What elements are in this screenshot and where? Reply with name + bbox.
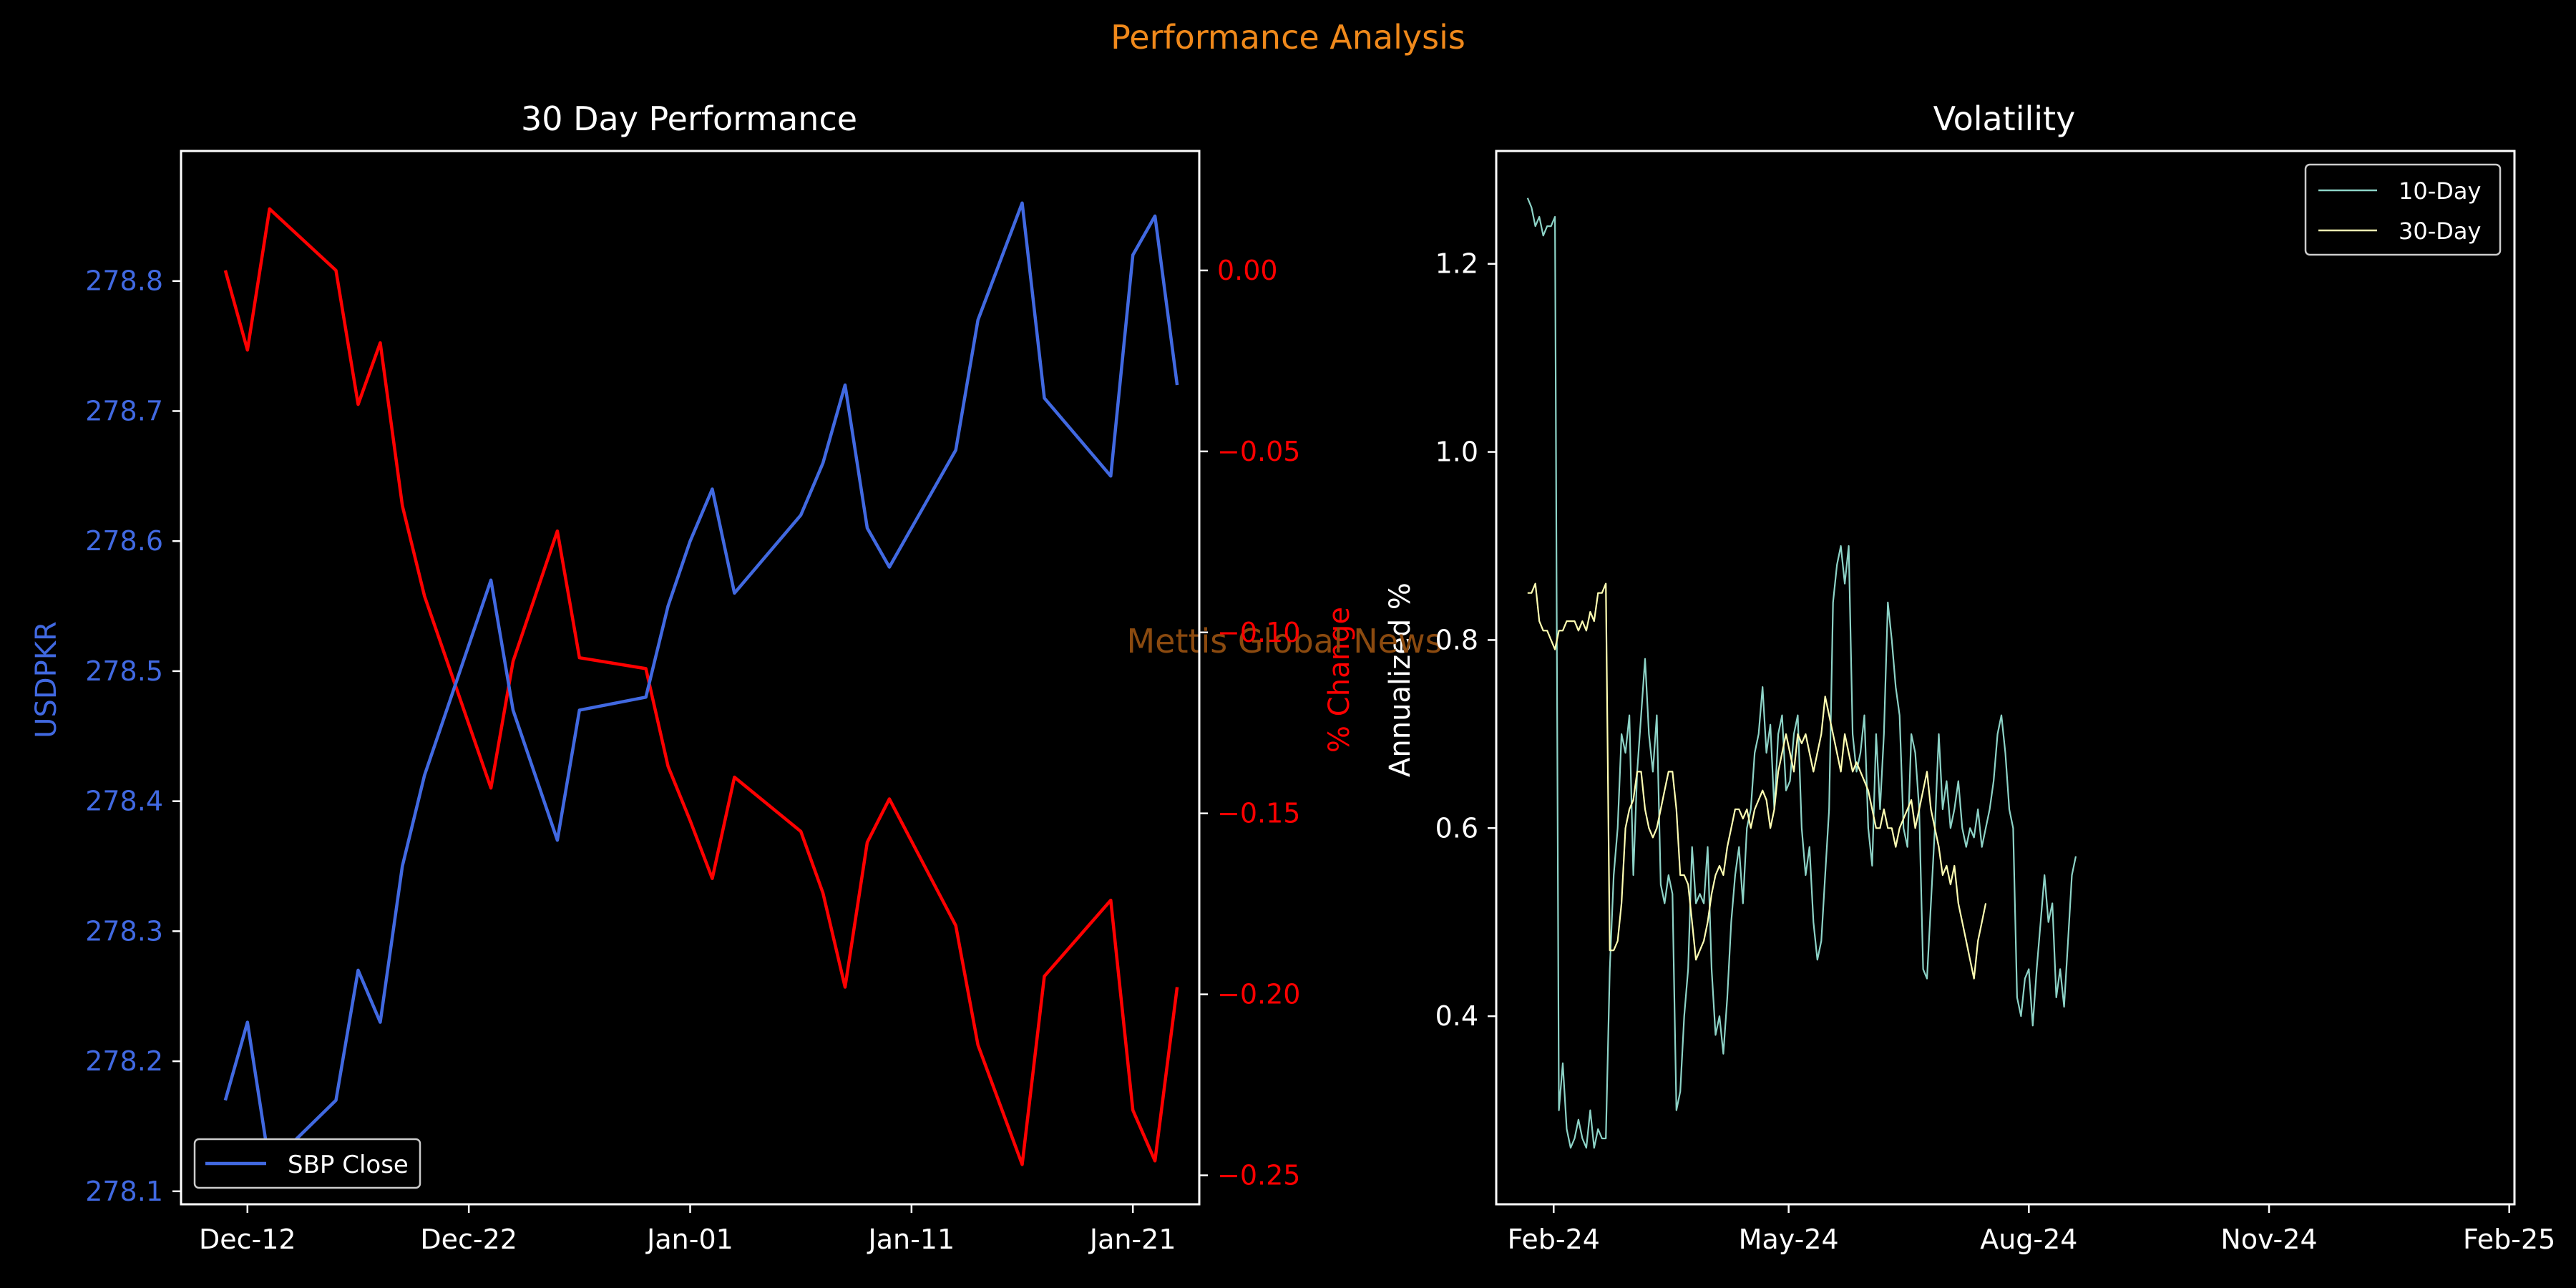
right-y-tick-label: −0.25 <box>1217 1160 1300 1191</box>
left-y-tick-label: 278.8 <box>85 265 163 297</box>
pct-change-line <box>223 207 1179 1166</box>
right-panel-title: Volatility <box>1933 99 2076 138</box>
legend-label-10-day: 10-Day <box>2399 177 2481 205</box>
left-x-tick-label: Jan-11 <box>867 1224 955 1255</box>
sbp-close-line <box>223 201 1179 1167</box>
watermark: Mettis Global News <box>1126 622 1442 660</box>
vol-30-day-line <box>1527 582 1987 980</box>
volatility-y-axis-label: Annualized % <box>1384 582 1417 777</box>
left-legend-box <box>193 1138 421 1189</box>
right-y-tick-label: −0.15 <box>1217 798 1300 829</box>
right-legend-box <box>2304 163 2502 256</box>
vol-y-tick-label: 0.6 <box>1435 812 1478 844</box>
left-y-tick-label: 278.2 <box>85 1045 163 1077</box>
left-y-tick-label: 278.1 <box>85 1176 163 1207</box>
figure-suptitle: Performance Analysis <box>1111 18 1465 57</box>
left-y-tick-label: 278.6 <box>85 525 163 557</box>
right-y-tick-label: −0.20 <box>1217 979 1300 1010</box>
left-x-tick-label: Dec-12 <box>199 1224 296 1255</box>
vol-y-tick-label: 1.2 <box>1435 248 1478 280</box>
left-x-tick-label: Jan-01 <box>645 1224 733 1255</box>
right-plot-frame <box>1495 150 2516 1206</box>
vol-10-day-line <box>1526 197 2077 1149</box>
vol-x-tick-label: Feb-25 <box>2463 1224 2555 1255</box>
legend-label-sbp-close: SBP Close <box>288 1151 409 1179</box>
right-y-tick-label: −0.10 <box>1217 617 1300 648</box>
left-x-tick-label: Dec-22 <box>420 1224 517 1255</box>
right-y-axis-label: % Change <box>1323 607 1356 753</box>
left-panel: 30 Day Performance USDPKR % Change <box>30 99 1356 753</box>
vol-y-tick-label: 1.0 <box>1435 436 1478 468</box>
left-y-axis-label: USDPKR <box>30 621 63 738</box>
chart-marks: Dec-12 Dec-22 Jan-01 Jan-11 Jan-21 278.1 278.2… <box>85 150 2555 1255</box>
left-y-tick-label: 278.3 <box>85 915 163 947</box>
vol-y-tick-label: 0.8 <box>1435 624 1478 655</box>
vol-y-tick-label: 0.4 <box>1435 1000 1478 1032</box>
vol-x-tick-label: May-24 <box>1739 1224 1839 1255</box>
vol-x-tick-label: Nov-24 <box>2220 1224 2317 1255</box>
right-y-tick-label: 0.00 <box>1217 255 1278 286</box>
left-y-tick-label: 278.7 <box>85 395 163 426</box>
left-y-tick-label: 278.5 <box>85 655 163 687</box>
legend-label-30-day: 30-Day <box>2399 218 2481 245</box>
left-y-tick-label: 278.4 <box>85 786 163 817</box>
right-panel: Volatility Annualized % <box>1384 99 2075 777</box>
vol-x-tick-label: Aug-24 <box>1980 1224 2077 1255</box>
left-panel-title: 30 Day Performance <box>521 99 857 138</box>
left-x-tick-label: Jan-21 <box>1088 1224 1176 1255</box>
vol-x-tick-label: Feb-24 <box>1508 1224 1600 1255</box>
right-y-tick-label: −0.05 <box>1217 436 1300 467</box>
